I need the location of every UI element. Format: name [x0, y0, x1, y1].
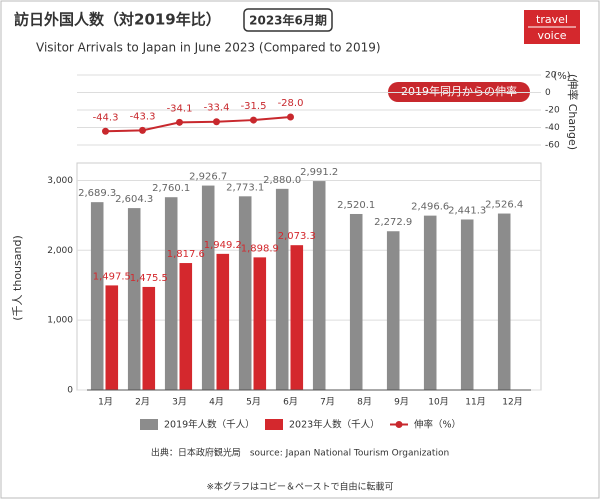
x-tick-label: 7月 — [320, 397, 335, 408]
data-label: -33.4 — [204, 103, 230, 114]
x-tick-label: 11月 — [465, 397, 485, 408]
data-label: 2,272.9 — [374, 217, 412, 228]
y-unit: (%) — [553, 71, 570, 82]
data-label: 2,604.3 — [115, 194, 153, 205]
bar — [127, 208, 141, 390]
data-label: -43.3 — [130, 111, 156, 122]
legend-label: 2019年人数（千人） — [164, 419, 255, 431]
point — [139, 126, 146, 134]
y-tick-label: 1,000 — [47, 316, 73, 326]
point — [250, 116, 257, 124]
x-tick-label: 3月 — [172, 397, 187, 408]
source: 出典：日本政府観光局 source: Japan National Touris… — [151, 447, 449, 459]
y-tick-label: 0 — [545, 88, 551, 98]
bar — [312, 181, 326, 390]
data-label: 2,760.1 — [152, 183, 190, 194]
y2-label: (伸率 Change) — [566, 74, 580, 150]
bar — [142, 286, 156, 390]
bar — [216, 253, 230, 390]
data-label: 2,441.3 — [448, 205, 486, 216]
x-tick-label: 5月 — [246, 397, 261, 408]
point — [287, 113, 294, 121]
bar — [497, 213, 511, 390]
data-label: 1,898.9 — [241, 243, 279, 254]
x-tick-label: 12月 — [502, 397, 522, 408]
point — [213, 118, 220, 126]
data-label: 1,949.2 — [204, 240, 242, 251]
y-tick-label: 0 — [67, 386, 73, 396]
data-label: 2,991.2 — [300, 167, 338, 178]
legend-label: 2023年人数（千人） — [289, 419, 380, 431]
x-tick-label: 1月 — [98, 397, 113, 408]
legend-swatch — [140, 419, 158, 430]
x-tick-label: 8月 — [357, 397, 372, 408]
bar — [460, 219, 474, 390]
legend-label: 伸率（%） — [414, 419, 461, 431]
data-label: 2,073.3 — [278, 231, 316, 242]
y-tick-label: -60 — [545, 141, 560, 151]
point — [176, 118, 183, 126]
x-tick-label: 6月 — [283, 397, 298, 408]
data-label: 1,497.5 — [93, 271, 131, 282]
legend-swatch — [265, 419, 283, 430]
data-label: 1,475.5 — [130, 273, 168, 284]
bar — [105, 285, 119, 390]
data-label: -31.5 — [241, 101, 267, 112]
data-label: 2,926.7 — [189, 172, 227, 183]
x-tick-label: 9月 — [394, 397, 409, 408]
bar — [386, 231, 400, 390]
bar — [179, 263, 193, 390]
data-label: -44.3 — [93, 112, 119, 123]
bar — [90, 202, 104, 390]
data-label: 2,880.0 — [263, 175, 301, 186]
data-label: 2,496.6 — [411, 202, 449, 213]
bar — [275, 188, 289, 390]
data-label: 2,689.3 — [78, 188, 116, 199]
x-tick-label: 4月 — [209, 397, 224, 408]
data-label: -34.1 — [167, 103, 193, 114]
y-tick-label: -40 — [545, 123, 560, 133]
x-tick-label: 10月 — [428, 397, 448, 408]
data-label: 1,817.6 — [167, 249, 205, 260]
logo: voice — [537, 29, 566, 42]
period-badge — [243, 8, 333, 32]
legend-swatch — [395, 421, 403, 428]
logo: travel — [536, 13, 568, 26]
y-label: (千人 thousand) — [11, 235, 24, 321]
y-tick-label: 2,000 — [47, 246, 73, 256]
annotation: 2019年同月からの伸率 — [401, 84, 517, 98]
footnote: ※本グラフはコピー＆ペーストで自由に転載可 — [206, 481, 393, 493]
bar — [238, 196, 252, 390]
line — [105, 116, 291, 133]
y-tick-label: 3,000 — [47, 176, 73, 186]
period: 2023年6月期 — [249, 13, 327, 28]
y-tick-label: -20 — [545, 106, 560, 116]
bar — [201, 185, 215, 390]
y-tick-label: 20 — [545, 71, 557, 81]
bar — [253, 257, 267, 390]
bar — [349, 213, 363, 390]
bar — [423, 215, 437, 390]
title: 訪日外国人数（対2019年比） — [14, 11, 221, 29]
bar — [164, 197, 178, 390]
data-label: 2,773.1 — [226, 182, 264, 193]
data-label: 2,520.1 — [337, 200, 375, 211]
x-tick-label: 2月 — [135, 397, 150, 408]
bar — [290, 245, 304, 390]
subtitle: Visitor Arrivals to Japan in June 2023 (… — [36, 41, 381, 55]
point — [102, 127, 109, 135]
data-label: 2,526.4 — [485, 200, 523, 211]
data-label: -28.0 — [278, 98, 304, 109]
